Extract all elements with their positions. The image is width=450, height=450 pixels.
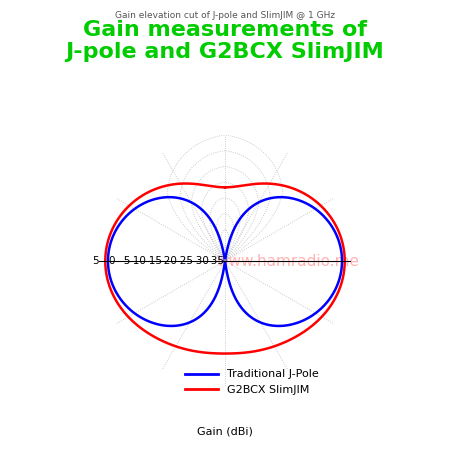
Text: 5: 5	[92, 256, 99, 266]
Text: 0: 0	[108, 256, 115, 266]
Text: Gain measurements of
J-pole and G2BCX SlimJIM: Gain measurements of J-pole and G2BCX Sl…	[66, 20, 384, 62]
Text: -15: -15	[145, 256, 162, 266]
Text: -10: -10	[130, 256, 146, 266]
Text: -20: -20	[161, 256, 178, 266]
Text: -35: -35	[208, 256, 225, 266]
Text: -25: -25	[176, 256, 194, 266]
Legend: Traditional J-Pole, G2BCX SlimJIM: Traditional J-Pole, G2BCX SlimJIM	[180, 365, 324, 400]
Text: Gain (dBi): Gain (dBi)	[197, 427, 253, 436]
Text: -30: -30	[193, 256, 209, 266]
Text: www.hamradio.me: www.hamradio.me	[216, 253, 360, 269]
Text: Gain elevation cut of J-pole and SlimJIM @ 1 GHz: Gain elevation cut of J-pole and SlimJIM…	[115, 11, 335, 20]
Text: -5: -5	[120, 256, 130, 266]
